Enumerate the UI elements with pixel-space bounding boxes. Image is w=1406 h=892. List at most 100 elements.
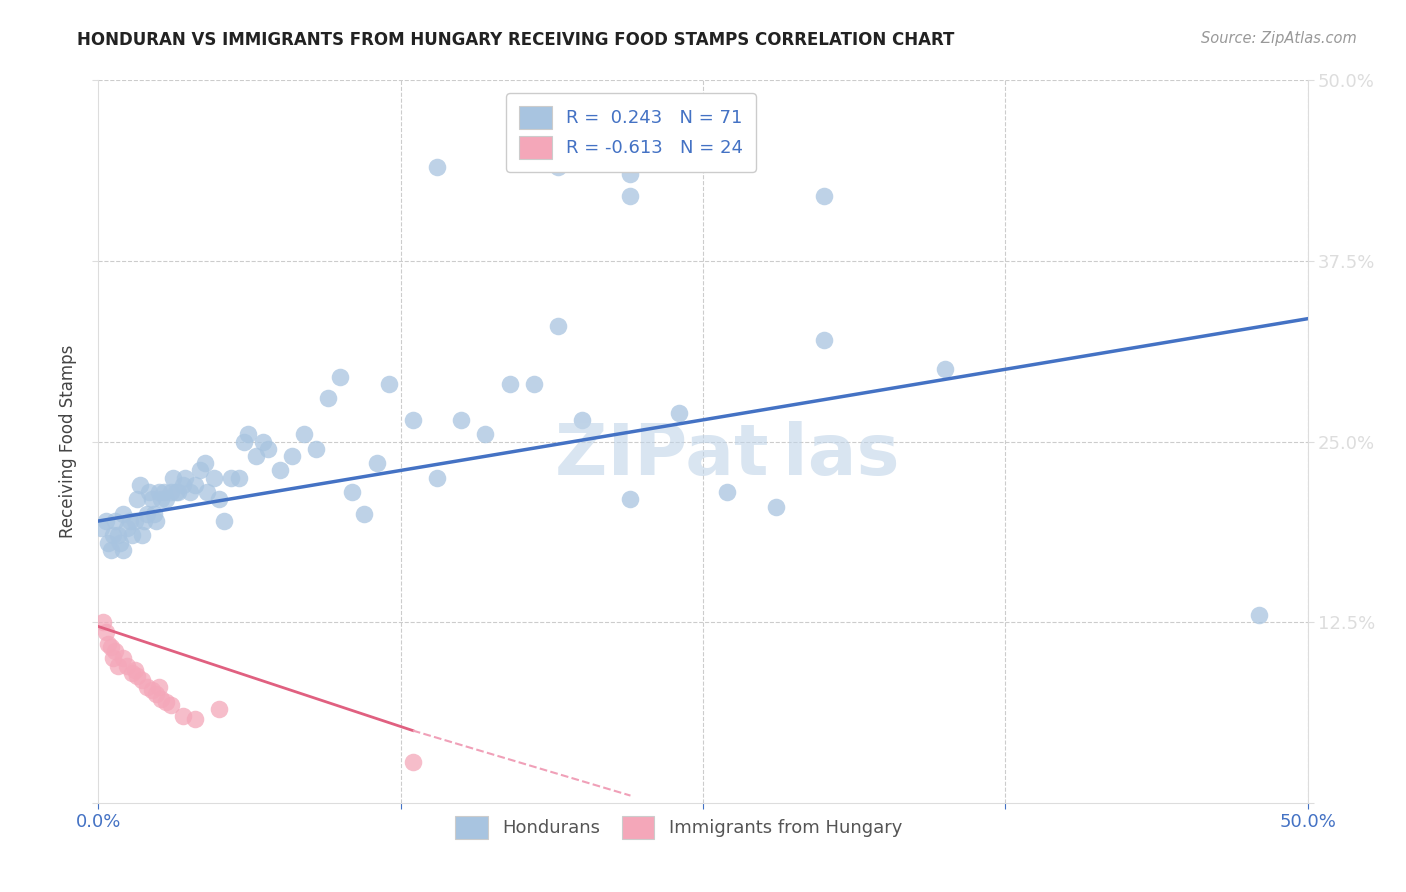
Point: [148, 485, 170, 500]
Point: [208, 702, 231, 716]
Point: [141, 492, 163, 507]
Point: [101, 651, 124, 665]
Point: [238, 427, 260, 442]
Point: [353, 507, 375, 521]
Point: [145, 687, 167, 701]
Point: [1249, 607, 1271, 622]
Point: [104, 514, 127, 528]
Point: [111, 651, 134, 665]
Point: [402, 756, 425, 770]
Point: [619, 189, 641, 203]
Point: [269, 463, 291, 477]
Point: [281, 449, 304, 463]
Point: [316, 391, 339, 405]
Point: [765, 500, 787, 514]
Point: [97, 637, 120, 651]
Point: [100, 542, 122, 557]
Point: [716, 485, 738, 500]
Point: [228, 470, 250, 484]
Point: [245, 449, 267, 463]
Point: [208, 492, 231, 507]
Point: [402, 413, 425, 427]
Point: [145, 514, 167, 528]
Point: [377, 376, 399, 391]
Y-axis label: Receiving Food Stamps: Receiving Food Stamps: [59, 345, 77, 538]
Point: [128, 478, 150, 492]
Point: [474, 427, 496, 442]
Point: [160, 485, 183, 500]
Point: [94, 514, 117, 528]
Point: [117, 521, 139, 535]
Point: [135, 507, 157, 521]
Point: [124, 663, 146, 677]
Point: [104, 644, 127, 658]
Point: [174, 470, 197, 484]
Point: [195, 485, 218, 500]
Point: [124, 514, 146, 528]
Point: [426, 160, 449, 174]
Point: [127, 668, 149, 682]
Point: [450, 413, 472, 427]
Point: [121, 528, 143, 542]
Point: [131, 528, 153, 542]
Point: [172, 478, 194, 492]
Point: [107, 658, 129, 673]
Point: [668, 406, 690, 420]
Point: [148, 680, 170, 694]
Point: [252, 434, 274, 449]
Point: [141, 683, 163, 698]
Point: [184, 712, 207, 726]
Point: [619, 492, 641, 507]
Point: [329, 369, 352, 384]
Point: [160, 698, 183, 712]
Point: [232, 434, 254, 449]
Point: [97, 535, 120, 549]
Point: [134, 514, 156, 528]
Point: [547, 160, 569, 174]
Point: [523, 376, 546, 391]
Point: [118, 514, 141, 528]
Text: HONDURAN VS IMMIGRANTS FROM HUNGARY RECEIVING FOOD STAMPS CORRELATION CHART: HONDURAN VS IMMIGRANTS FROM HUNGARY RECE…: [77, 31, 955, 49]
Point: [571, 413, 593, 427]
Point: [127, 492, 149, 507]
Point: [135, 680, 157, 694]
Point: [305, 442, 328, 456]
Point: [813, 334, 835, 348]
Point: [111, 542, 134, 557]
Point: [165, 485, 187, 500]
Point: [155, 695, 177, 709]
Point: [121, 665, 143, 680]
Point: [107, 528, 129, 542]
Text: Source: ZipAtlas.com: Source: ZipAtlas.com: [1201, 31, 1357, 46]
Point: [167, 485, 190, 500]
Point: [179, 485, 201, 500]
Point: [131, 673, 153, 687]
Legend: Hondurans, Immigrants from Hungary: Hondurans, Immigrants from Hungary: [446, 806, 911, 848]
Point: [212, 514, 235, 528]
Point: [117, 658, 139, 673]
Point: [292, 427, 315, 442]
Point: [366, 456, 388, 470]
Point: [143, 507, 166, 521]
Point: [152, 485, 174, 500]
Point: [100, 640, 122, 654]
Point: [138, 485, 160, 500]
Point: [94, 625, 117, 640]
Point: [342, 485, 364, 500]
Point: [150, 691, 173, 706]
Point: [813, 189, 835, 203]
Point: [619, 167, 641, 181]
Point: [90, 521, 112, 535]
Point: [188, 463, 211, 477]
Point: [162, 470, 184, 484]
Point: [91, 615, 114, 630]
Point: [155, 492, 177, 507]
Point: [101, 528, 124, 542]
Point: [108, 535, 131, 549]
Text: ZIPat las: ZIPat las: [555, 422, 900, 491]
Point: [934, 362, 956, 376]
Point: [204, 470, 226, 484]
Point: [498, 376, 520, 391]
Point: [426, 470, 449, 484]
Point: [172, 709, 194, 723]
